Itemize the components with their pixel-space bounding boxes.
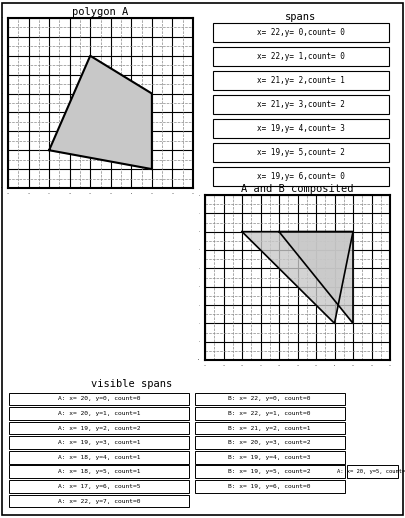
Text: x= 21,y= 2,count= 1: x= 21,y= 2,count= 1 [257, 76, 345, 85]
Text: B: x= 19, y=5, count=2: B: x= 19, y=5, count=2 [228, 469, 311, 474]
FancyBboxPatch shape [213, 95, 389, 114]
FancyBboxPatch shape [194, 393, 345, 405]
Text: A: x= 17, y=6, count=5: A: x= 17, y=6, count=5 [58, 484, 140, 489]
FancyBboxPatch shape [9, 393, 189, 405]
Text: A: x= 19, y=2, count=2: A: x= 19, y=2, count=2 [58, 426, 140, 430]
FancyBboxPatch shape [9, 436, 189, 449]
FancyBboxPatch shape [213, 143, 389, 162]
FancyBboxPatch shape [194, 466, 345, 478]
Text: x= 19,y= 4,count= 3: x= 19,y= 4,count= 3 [257, 124, 345, 133]
Text: B: x= 19, y=6, count=0: B: x= 19, y=6, count=0 [228, 484, 311, 489]
Polygon shape [242, 232, 353, 323]
Text: x= 19,y= 6,count= 0: x= 19,y= 6,count= 0 [257, 172, 345, 181]
FancyBboxPatch shape [213, 47, 389, 66]
Text: A: x= 18, y=5, count=1: A: x= 18, y=5, count=1 [58, 469, 140, 474]
FancyBboxPatch shape [213, 167, 389, 186]
Polygon shape [279, 232, 353, 323]
Title: A and B composited: A and B composited [241, 184, 354, 194]
Text: A: x= 20, y=5, count=1: A: x= 20, y=5, count=1 [337, 469, 405, 474]
Text: visible spans: visible spans [91, 379, 172, 390]
FancyBboxPatch shape [194, 407, 345, 420]
Text: x= 21,y= 3,count= 2: x= 21,y= 3,count= 2 [257, 100, 345, 109]
Text: x= 22,y= 0,count= 0: x= 22,y= 0,count= 0 [257, 28, 345, 37]
Text: B: x= 21, y=2, count=1: B: x= 21, y=2, count=1 [228, 426, 311, 430]
Text: B: x= 19, y=4, count=3: B: x= 19, y=4, count=3 [228, 455, 311, 460]
FancyBboxPatch shape [9, 407, 189, 420]
Text: B: x= 22, y=1, count=0: B: x= 22, y=1, count=0 [228, 411, 311, 416]
Text: B: x= 22, y=0, count=0: B: x= 22, y=0, count=0 [228, 396, 311, 401]
Polygon shape [49, 56, 152, 169]
FancyBboxPatch shape [9, 422, 189, 435]
FancyBboxPatch shape [213, 71, 389, 90]
FancyBboxPatch shape [194, 480, 345, 493]
Text: B: x= 20, y=3, count=2: B: x= 20, y=3, count=2 [228, 440, 311, 445]
Text: x= 22,y= 1,count= 0: x= 22,y= 1,count= 0 [257, 52, 345, 61]
FancyBboxPatch shape [9, 451, 189, 464]
FancyBboxPatch shape [194, 436, 345, 449]
Text: x= 19,y= 5,count= 2: x= 19,y= 5,count= 2 [257, 148, 345, 157]
Title: polygon A: polygon A [72, 7, 129, 17]
Text: spans: spans [286, 12, 317, 22]
Text: A: x= 20, y=0, count=0: A: x= 20, y=0, count=0 [58, 396, 140, 401]
FancyBboxPatch shape [9, 495, 189, 507]
Text: A: x= 20, y=1, count=1: A: x= 20, y=1, count=1 [58, 411, 140, 416]
FancyBboxPatch shape [194, 451, 345, 464]
FancyBboxPatch shape [9, 466, 189, 478]
Text: A: x= 19, y=3, count=1: A: x= 19, y=3, count=1 [58, 440, 140, 445]
FancyBboxPatch shape [347, 466, 398, 478]
Text: A: x= 22, y=7, count=0: A: x= 22, y=7, count=0 [58, 498, 140, 503]
Text: A: x= 18, y=4, count=1: A: x= 18, y=4, count=1 [58, 455, 140, 460]
FancyBboxPatch shape [9, 480, 189, 493]
FancyBboxPatch shape [213, 23, 389, 42]
FancyBboxPatch shape [213, 119, 389, 138]
FancyBboxPatch shape [194, 422, 345, 435]
